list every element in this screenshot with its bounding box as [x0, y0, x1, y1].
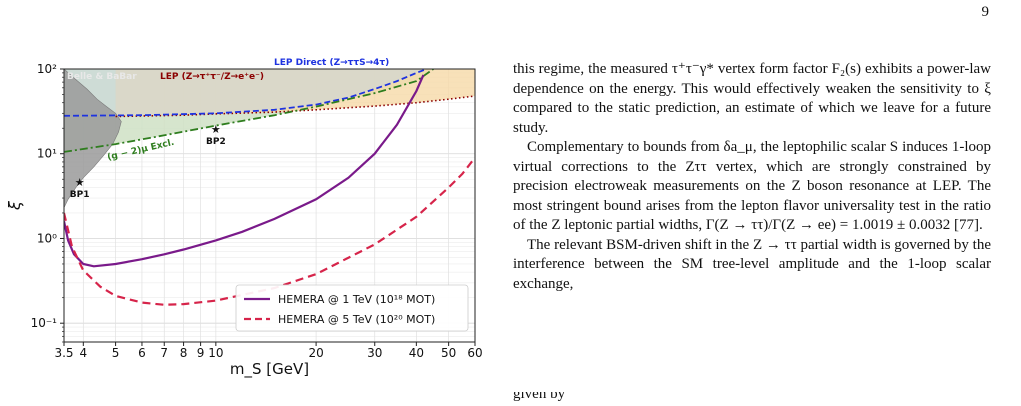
- x-tick-label: 20: [308, 346, 323, 360]
- body-text: this regime, the measured τ⁺τ⁻γ* vertex …: [513, 60, 991, 294]
- lep-direct-boundary-line: [64, 69, 428, 117]
- legend-box: [235, 284, 469, 332]
- belle-babar-label: Belle & BaBar: [67, 72, 137, 82]
- x-axis-label: m_S [GeV]: [230, 360, 309, 379]
- benchmark-star-1: ★: [75, 176, 85, 189]
- y-tick-label: 10⁻¹: [31, 316, 58, 330]
- page-number: 9: [981, 4, 990, 20]
- y-tick-label: 10⁰: [37, 231, 57, 245]
- paragraph-3: The relevant BSM-driven shift in the Z →…: [513, 236, 991, 292]
- x-tick-label: 40: [409, 346, 424, 360]
- x-tick-label: 50: [441, 346, 456, 360]
- x-tick-label: 10: [208, 346, 223, 360]
- next-line-fragment: given by: [513, 392, 991, 406]
- x-tick-label: 60: [467, 346, 482, 360]
- next-line-text: given by: [513, 392, 566, 402]
- y-tick-label: 10²: [37, 62, 57, 76]
- hemera-1tev-line: [64, 74, 425, 268]
- gm2-boundary-line: [64, 69, 434, 153]
- x-tick-label: 7: [160, 346, 168, 360]
- paragraph-2: Complementary to bounds from δa_μ, the l…: [513, 139, 991, 233]
- x-tick-label: 8: [180, 346, 188, 360]
- lep-boundary-line: [115, 95, 475, 118]
- benchmark-label-2: BP2: [206, 137, 226, 147]
- lep-direct-label: LEP Direct (Z→ττS→4τ): [274, 58, 389, 68]
- benchmark-label-1: BP1: [70, 190, 90, 200]
- paragraph-1: this regime, the measured τ⁺τ⁻γ* vertex …: [513, 61, 991, 136]
- figure: ★ ★ 3.5 4 5 6 7 8 9 10 20 30 40 50 60 10⁻¹ 10⁰ 10¹ 10² BP…: [0, 52, 500, 406]
- lep-label: LEP (Z→τ⁺τ⁻/Z→e⁺e⁻): [160, 72, 264, 82]
- hemera-5tev-line: [64, 156, 475, 306]
- y-tick-label: 10¹: [37, 147, 57, 161]
- x-tick-label: 4: [79, 346, 87, 360]
- y-axis-label: ξ: [5, 200, 24, 211]
- lep-direct-region: [64, 69, 427, 116]
- belle-babar-region: [64, 69, 122, 208]
- exclusion-plot: ★ ★ 3.5 4 5 6 7 8 9 10 20 30 40 50 60 10⁻¹ 10⁰ 10¹ 10² BP…: [5, 58, 483, 379]
- x-tick-label: 3.5: [54, 346, 73, 360]
- x-tick-label: 6: [138, 346, 146, 360]
- legend-entry-hemera-5tev: HEMERA @ 5 TeV (10²⁰ MOT): [278, 313, 435, 326]
- x-tick-label: 5: [112, 346, 120, 360]
- x-tick-label: 30: [367, 346, 382, 360]
- plot-frame: [63, 68, 476, 343]
- legend-entry-hemera-1tev: HEMERA @ 1 TeV (10¹⁸ MOT): [278, 293, 435, 306]
- x-tick-label: 9: [197, 346, 205, 360]
- benchmark-star-2: ★: [211, 123, 221, 136]
